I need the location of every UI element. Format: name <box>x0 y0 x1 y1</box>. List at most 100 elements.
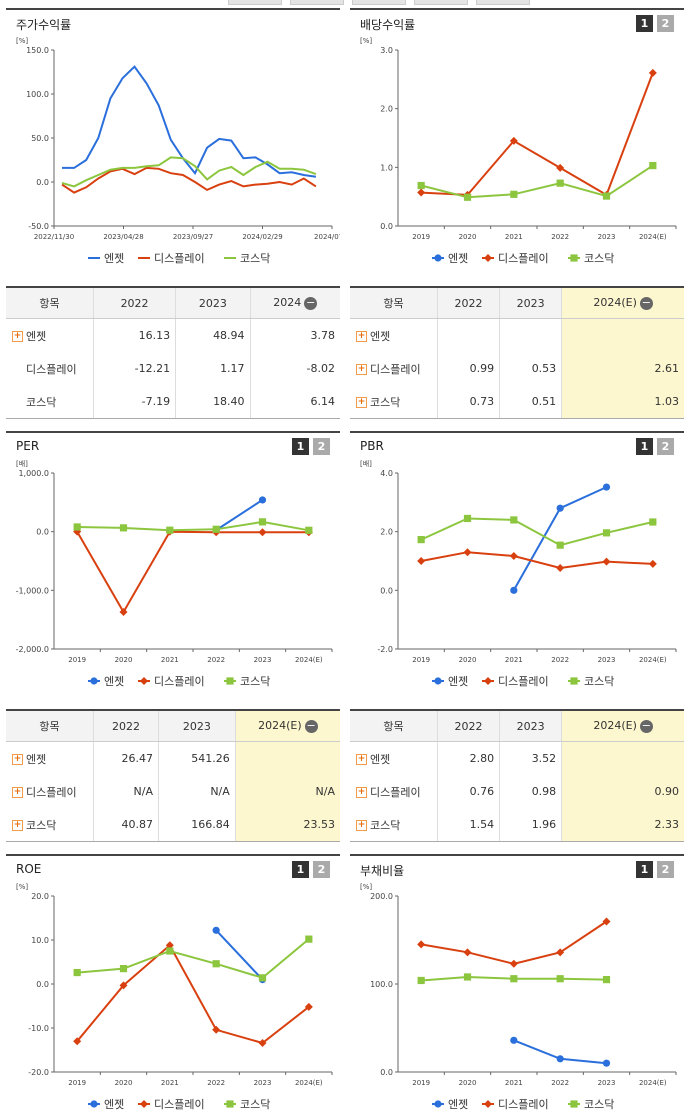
expand-icon[interactable]: + <box>12 331 23 342</box>
y-tick-label: 150.0 <box>26 46 49 55</box>
data-point <box>119 524 128 532</box>
axis-unit: [%] <box>16 883 28 891</box>
legend-label: 디스플레이 <box>498 675 549 688</box>
dividend-table: 항목 2022 2023 2024(E) − + 엔젯 + 디스플레이 0.99 0.… <box>350 286 684 419</box>
legend-label: 엔젯 <box>448 252 468 265</box>
table-row: + 엔젯 <box>350 318 684 352</box>
data-point <box>73 968 81 977</box>
chart-page-1-button[interactable]: 1 <box>636 15 653 32</box>
col-header-item: 항목 <box>6 711 94 742</box>
y-tick-label: 0.0 <box>380 1068 393 1077</box>
data-point <box>305 935 313 943</box>
y-tick-label: 2.0 <box>380 528 393 537</box>
series-line <box>421 920 608 965</box>
x-tick-label: 2021 <box>161 1079 179 1087</box>
chart-page-2-button[interactable]: 2 <box>657 438 674 455</box>
expand-icon[interactable]: + <box>356 397 367 408</box>
data-point <box>648 68 657 77</box>
data-point <box>510 516 518 524</box>
data-point <box>510 975 518 983</box>
x-tick-label: 2023 <box>598 233 616 241</box>
data-point <box>510 1036 518 1044</box>
col-header-item: 항목 <box>350 288 438 319</box>
y-tick-label: 200.0 <box>370 892 393 901</box>
data-point <box>226 677 234 685</box>
collapse-icon[interactable]: − <box>304 718 318 733</box>
x-tick-label: 2023/04/28 <box>103 233 143 241</box>
expand-icon[interactable]: + <box>12 754 23 765</box>
debt-chart: [%]200.0 100.0 0.0 2019 2020 2021 2022 2023 2024… <box>360 883 677 1111</box>
expand-icon[interactable]: + <box>12 820 23 831</box>
series-line <box>421 72 654 197</box>
chart-page-2-button[interactable]: 2 <box>657 15 674 32</box>
data-point <box>258 1038 267 1047</box>
legend-item: 코스닥 <box>568 1098 614 1111</box>
legend-item: 엔젯 <box>432 1098 468 1111</box>
chart-page-1-button[interactable]: 1 <box>292 861 309 878</box>
y-tick-label: 10.0 <box>31 936 49 945</box>
data-point <box>212 960 220 968</box>
x-tick-label: 2021 <box>505 1079 523 1087</box>
debt-chart-title: 부채비율 <box>360 864 405 878</box>
data-point <box>556 163 565 172</box>
series-line <box>421 551 653 570</box>
top-tab-strip <box>0 0 691 6</box>
chart-page-2-button[interactable]: 2 <box>657 861 674 878</box>
collapse-icon[interactable]: − <box>639 295 653 310</box>
y-tick-label: 1,000.0 <box>18 469 49 478</box>
data-point <box>602 917 611 926</box>
x-tick-label: 2024(E) <box>639 656 667 664</box>
chart-page-1-button[interactable]: 1 <box>636 438 653 455</box>
table-row: + 코스닥 40.87 166.84 23.53 <box>6 808 340 841</box>
table-row: 코스닥 -7.19 18.40 6.14 <box>6 385 340 418</box>
data-point <box>484 1100 492 1108</box>
col-header-item: 항목 <box>6 288 94 319</box>
data-point <box>463 973 472 981</box>
y-tick-label: 20.0 <box>31 892 49 901</box>
series-line <box>62 65 317 178</box>
legend-label: 엔젯 <box>104 252 124 265</box>
data-point <box>165 941 174 950</box>
series-line <box>61 156 317 188</box>
x-tick-label: 2023/09/27 <box>173 233 213 241</box>
data-point <box>417 535 425 544</box>
data-point <box>417 188 426 197</box>
table-row: + 엔젯 2.80 3.52 <box>350 741 684 775</box>
y-tick-label: -2.0 <box>377 645 393 654</box>
expand-icon[interactable]: + <box>356 364 367 375</box>
legend-label: 코스닥 <box>584 675 614 688</box>
chart-page-1-button[interactable]: 1 <box>292 438 309 455</box>
expand-icon[interactable]: + <box>12 787 23 798</box>
pbr-chart-title: PBR <box>360 439 384 453</box>
expand-icon[interactable]: + <box>356 787 367 798</box>
col-header-2024: 2024− <box>249 288 340 319</box>
data-point <box>556 948 565 957</box>
legend-label: 코스닥 <box>240 252 270 265</box>
chart-page-1-button[interactable]: 1 <box>636 861 653 878</box>
x-tick-label: 2021 <box>505 233 523 241</box>
pbr-chart: [배] 4.0 2.0 0.0 -2.0 2019 2020 2021 2022 2023 2024… <box>360 459 677 688</box>
expand-icon[interactable]: + <box>356 754 367 765</box>
collapse-icon[interactable]: − <box>639 718 653 733</box>
data-point <box>258 528 267 537</box>
legend-label: 엔젯 <box>448 675 468 688</box>
series-디스플레이 <box>417 68 657 199</box>
series-line <box>76 530 309 615</box>
chart-page-2-button[interactable]: 2 <box>313 438 330 455</box>
chart-page-2-button[interactable]: 2 <box>313 861 330 878</box>
data-point <box>140 677 148 685</box>
expand-icon[interactable]: + <box>356 820 367 831</box>
series-line <box>512 486 607 591</box>
series-코스닥 <box>73 935 313 982</box>
expand-icon[interactable]: + <box>356 331 367 342</box>
y-tick-label: -2,000.0 <box>16 645 49 654</box>
y-tick-label: 3.0 <box>380 46 393 55</box>
x-tick-label: 2019 <box>412 233 430 241</box>
axis-unit: [배] <box>360 459 372 468</box>
col-header-item: 항목 <box>350 711 438 742</box>
collapse-icon[interactable]: − <box>304 295 318 310</box>
data-point <box>484 254 492 262</box>
legend-item: 코스닥 <box>224 1098 270 1111</box>
